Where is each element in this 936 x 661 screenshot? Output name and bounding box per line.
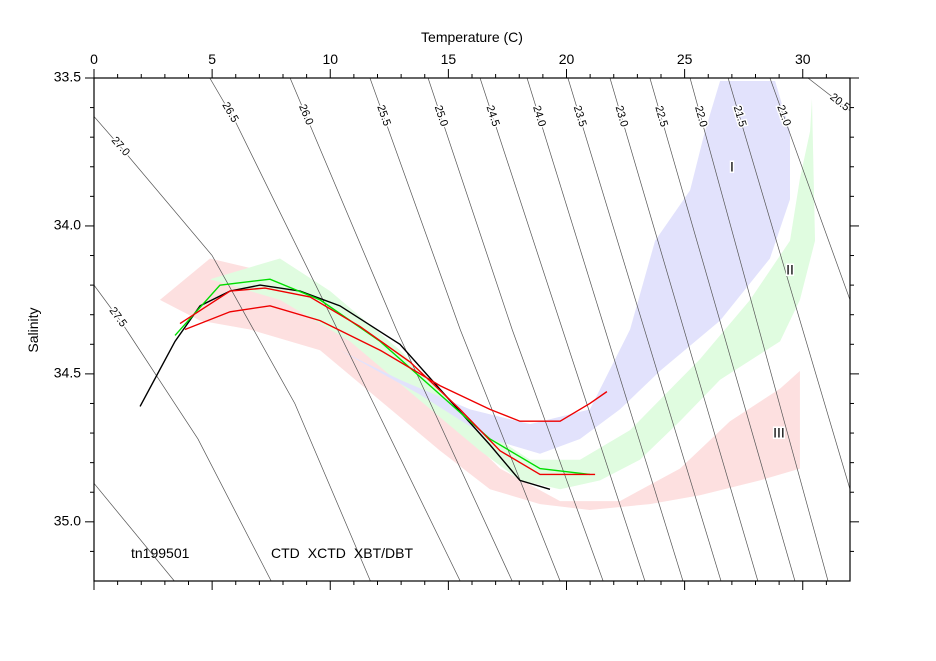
contour-label: 24.5 xyxy=(484,104,502,128)
x-tick-label: 5 xyxy=(208,51,216,67)
x-tick-label: 10 xyxy=(322,51,338,67)
x-tick-label: 30 xyxy=(795,51,811,67)
x-tick-label: 15 xyxy=(441,51,457,67)
contour-label: 25.5 xyxy=(374,104,393,128)
contour-label: 22.0 xyxy=(692,105,709,129)
density-contour xyxy=(479,78,646,581)
density-contour xyxy=(526,78,684,581)
water-mass-band xyxy=(309,80,790,454)
density-contour xyxy=(769,78,850,301)
density-contour xyxy=(609,78,759,581)
density-contour xyxy=(807,78,850,111)
x-axis-title: Temperature (C) xyxy=(421,29,523,45)
density-contour xyxy=(94,284,272,581)
density-contour xyxy=(649,78,796,581)
x-tick-label: 25 xyxy=(677,51,693,67)
y-axis-title: Salinity xyxy=(25,307,41,352)
density-contour xyxy=(427,78,604,581)
x-tick-label: 20 xyxy=(559,51,575,67)
contour-label: 27.5 xyxy=(107,305,129,329)
contour-label: 25.0 xyxy=(432,104,450,128)
contour-label: 22.5 xyxy=(652,104,669,128)
density-contour xyxy=(289,78,513,581)
y-tick-label: 35.0 xyxy=(54,513,81,529)
series-line xyxy=(179,287,608,476)
density-contour xyxy=(727,78,850,490)
contour-label: 27.0 xyxy=(109,135,132,159)
water-mass-band xyxy=(209,98,816,490)
density-contour xyxy=(689,78,829,581)
contour-label: 20.5 xyxy=(827,91,851,114)
annotation: tn199501 xyxy=(131,545,190,561)
contour-label: 26.5 xyxy=(219,100,240,125)
y-tick-label: 34.0 xyxy=(54,217,81,233)
legend-entry: XCTD xyxy=(308,545,346,561)
density-contour xyxy=(209,78,461,581)
contour-label: 23.5 xyxy=(571,104,589,128)
band-label: I xyxy=(730,159,734,175)
plot-area: 27.5 27.0 26.5 26.0 25.5 25.0 24.5 24.0 23.5 23.0… xyxy=(94,78,851,581)
band-label: II xyxy=(786,262,794,278)
band-label: III xyxy=(773,425,785,441)
contour-label: 23.0 xyxy=(613,104,631,128)
y-tick-label: 34.5 xyxy=(54,365,81,381)
density-contour xyxy=(369,78,561,581)
density-contour xyxy=(94,116,371,581)
x-tick-label: 0 xyxy=(90,51,98,67)
legend-entry: XBT/DBT xyxy=(354,545,414,561)
density-contour xyxy=(94,483,175,581)
contour-label: 26.0 xyxy=(296,103,315,127)
density-contour xyxy=(567,78,722,581)
y-tick-label: 33.5 xyxy=(54,69,81,85)
legend-entry: CTD xyxy=(271,545,300,561)
contour-label: 24.0 xyxy=(530,104,548,128)
